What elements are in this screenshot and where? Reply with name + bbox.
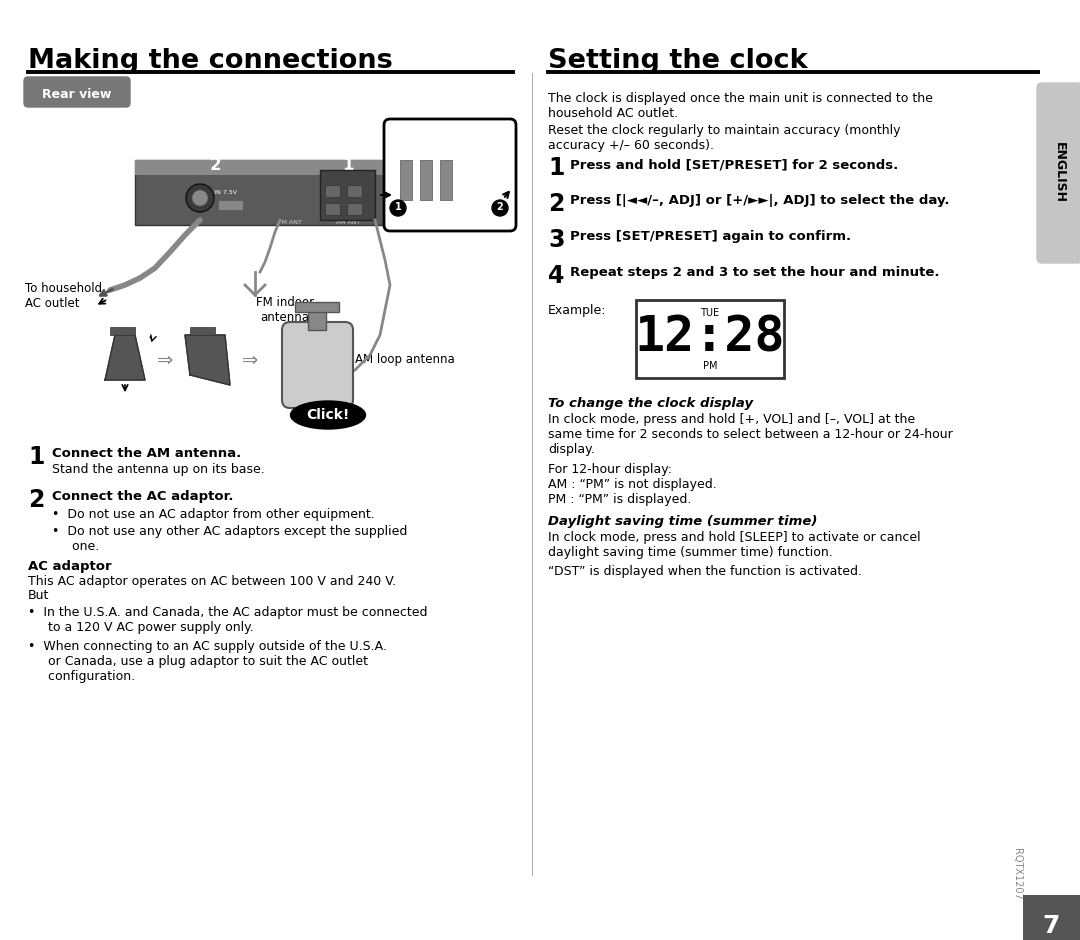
Text: 1: 1 — [28, 445, 44, 469]
Text: |||: ||| — [403, 182, 409, 188]
Text: AC adaptor: AC adaptor — [28, 560, 111, 573]
Text: Click!: Click! — [307, 408, 350, 422]
Text: To change the clock display: To change the clock display — [548, 397, 753, 410]
Text: Daylight saving time (summer time): Daylight saving time (summer time) — [548, 515, 818, 528]
Text: AM ANT: AM ANT — [435, 213, 464, 223]
Text: In clock mode, press and hold [+, VOL] and [–, VOL] at the
same time for 2 secon: In clock mode, press and hold [+, VOL] a… — [548, 413, 953, 456]
Circle shape — [390, 200, 406, 216]
Text: Setting the clock: Setting the clock — [548, 48, 808, 74]
FancyBboxPatch shape — [24, 77, 130, 107]
Text: ⇒: ⇒ — [157, 351, 173, 369]
Text: For 12-hour display:
AM : “PM” is not displayed.
PM : “PM” is displayed.: For 12-hour display: AM : “PM” is not di… — [548, 463, 717, 506]
Bar — [308, 310, 326, 330]
Polygon shape — [185, 335, 230, 385]
Text: The clock is displayed once the main unit is connected to the
household AC outle: The clock is displayed once the main uni… — [548, 92, 933, 120]
Text: |||: ||| — [443, 182, 449, 188]
Polygon shape — [105, 335, 145, 380]
FancyBboxPatch shape — [384, 119, 516, 231]
Text: 1: 1 — [548, 156, 565, 180]
Text: Rear view: Rear view — [42, 88, 111, 102]
Bar — [325, 185, 340, 197]
Text: In clock mode, press and hold [SLEEP] to activate or cancel
daylight saving time: In clock mode, press and hold [SLEEP] to… — [548, 531, 920, 559]
Text: FM indoor
antenna: FM indoor antenna — [256, 296, 314, 324]
Bar — [320, 170, 375, 220]
Bar — [218, 200, 243, 210]
Text: 2: 2 — [210, 156, 220, 174]
Text: •  When connecting to an AC supply outside of the U.S.A.
     or Canada, use a p: • When connecting to an AC supply outsid… — [28, 640, 387, 683]
Bar — [135, 160, 410, 175]
Bar — [347, 203, 362, 215]
FancyBboxPatch shape — [1037, 83, 1080, 263]
Text: 2: 2 — [28, 488, 44, 512]
Text: Connect the AC adaptor.: Connect the AC adaptor. — [52, 490, 233, 503]
Text: •  Do not use any other AC adaptors except the supplied
     one.: • Do not use any other AC adaptors excep… — [52, 525, 407, 553]
Text: 2: 2 — [497, 202, 503, 212]
Bar — [325, 203, 340, 215]
Text: 3: 3 — [548, 228, 565, 252]
Text: AM ANT: AM ANT — [336, 221, 361, 226]
Text: Repeat steps 2 and 3 to set the hour and minute.: Repeat steps 2 and 3 to set the hour and… — [570, 266, 940, 279]
Text: PM: PM — [703, 361, 717, 371]
Text: 1: 1 — [342, 156, 354, 174]
Text: ENGLISH: ENGLISH — [1053, 143, 1066, 203]
Text: 1: 1 — [394, 202, 402, 212]
Ellipse shape — [291, 401, 365, 429]
Text: Stand the antenna up on its base.: Stand the antenna up on its base. — [52, 463, 265, 476]
Text: 7: 7 — [1042, 914, 1059, 938]
Text: TUE: TUE — [701, 308, 719, 318]
Text: RQTX1207: RQTX1207 — [1012, 848, 1022, 900]
Text: Reset the clock regularly to maintain accuracy (monthly
accuracy +/– 60 seconds): Reset the clock regularly to maintain ac… — [548, 124, 901, 152]
Bar — [1023, 895, 1080, 940]
Circle shape — [186, 184, 214, 212]
Text: Press and hold [SET/PRESET] for 2 seconds.: Press and hold [SET/PRESET] for 2 second… — [570, 158, 899, 171]
Text: Making the connections: Making the connections — [28, 48, 393, 74]
Text: ⇒: ⇒ — [242, 351, 258, 369]
Text: AM loop antenna: AM loop antenna — [355, 353, 455, 367]
Text: But: But — [28, 589, 50, 602]
Circle shape — [192, 190, 208, 206]
Text: Press [|◄◄/–, ADJ] or [+/►►|, ADJ] to select the day.: Press [|◄◄/–, ADJ] or [+/►►|, ADJ] to se… — [570, 194, 949, 207]
Circle shape — [492, 200, 508, 216]
Text: Connect the AM antenna.: Connect the AM antenna. — [52, 447, 241, 460]
FancyBboxPatch shape — [282, 322, 353, 408]
Bar — [440, 160, 453, 200]
Bar — [636, 300, 784, 378]
Text: FM ANT: FM ANT — [278, 221, 302, 226]
Text: To household
AC outlet: To household AC outlet — [25, 282, 103, 310]
Text: “DST” is displayed when the function is activated.: “DST” is displayed when the function is … — [548, 565, 862, 578]
Text: Press [SET/PRESET] again to confirm.: Press [SET/PRESET] again to confirm. — [570, 230, 851, 243]
Bar — [295, 302, 339, 312]
Text: This AC adaptor operates on AC between 100 V and 240 V.: This AC adaptor operates on AC between 1… — [28, 575, 396, 588]
Bar — [420, 160, 432, 200]
Bar — [347, 185, 362, 197]
Text: 7: 7 — [1048, 930, 1054, 940]
Text: •  Do not use an AC adaptor from other equipment.: • Do not use an AC adaptor from other eq… — [52, 508, 375, 521]
Text: 2: 2 — [548, 192, 565, 216]
Text: |||: ||| — [423, 182, 429, 188]
Text: •  In the U.S.A. and Canada, the AC adaptor must be connected
     to a 120 V AC: • In the U.S.A. and Canada, the AC adapt… — [28, 606, 428, 634]
Text: 12:28: 12:28 — [635, 314, 785, 362]
Bar — [135, 160, 410, 225]
Bar — [400, 160, 411, 200]
Bar — [110, 327, 135, 335]
Text: Example:: Example: — [548, 304, 607, 317]
Text: DC IN 7.5V: DC IN 7.5V — [203, 190, 237, 195]
Bar — [190, 327, 215, 335]
Text: 4: 4 — [548, 264, 565, 288]
Text: RESET: RESET — [222, 205, 238, 210]
